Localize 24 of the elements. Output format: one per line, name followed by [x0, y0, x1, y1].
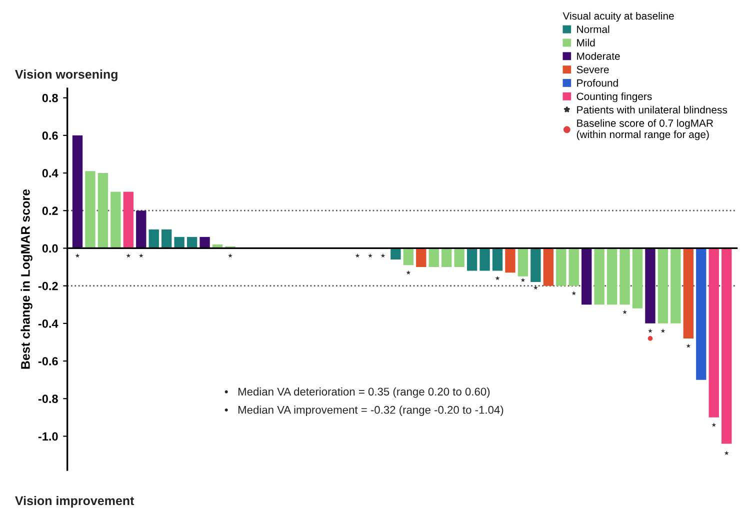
legend-label: Profound [577, 79, 618, 87]
y-tick-label: -1.0 [38, 432, 58, 441]
y-axis-title: Best change in LogMAR score [20, 189, 32, 369]
y-tick-label: -0.8 [38, 394, 58, 404]
legend-label: Patients with unilateral blindness [577, 106, 728, 114]
y-tick-label: 0.4 [42, 169, 58, 178]
text: Vision worsening [15, 70, 118, 82]
annotation: • Median VA deterioration = 0.35 (range 0.20 to 0.60) [224, 387, 490, 398]
y-tick-label: -0.6 [38, 357, 58, 366]
legend-label: Severe [576, 66, 609, 74]
legend-title: Visual acuity at baseline [562, 12, 674, 22]
y-tick-label: 0.8 [42, 94, 58, 102]
y-tick-label: -0.4 [38, 319, 58, 328]
legend-label: Moderate [577, 52, 620, 60]
legend-label: Normal [577, 25, 610, 34]
y-tick-label: 0.6 [42, 131, 58, 140]
y-tick-label: 0.2 [42, 206, 58, 216]
annotation: • Median VA improvement = -0.32 (range -0.20 to -1.04) [224, 406, 504, 416]
legend-label: Mild [577, 38, 595, 46]
y-tick-label: 0.0 [42, 244, 58, 253]
text: Vision improvement [15, 496, 134, 508]
legend-label: Baseline score of 0.7 logMAR (within normal range for age) [576, 119, 714, 140]
legend-label: Counting fingers [576, 92, 652, 102]
y-tick-label: -0.2 [38, 282, 58, 290]
